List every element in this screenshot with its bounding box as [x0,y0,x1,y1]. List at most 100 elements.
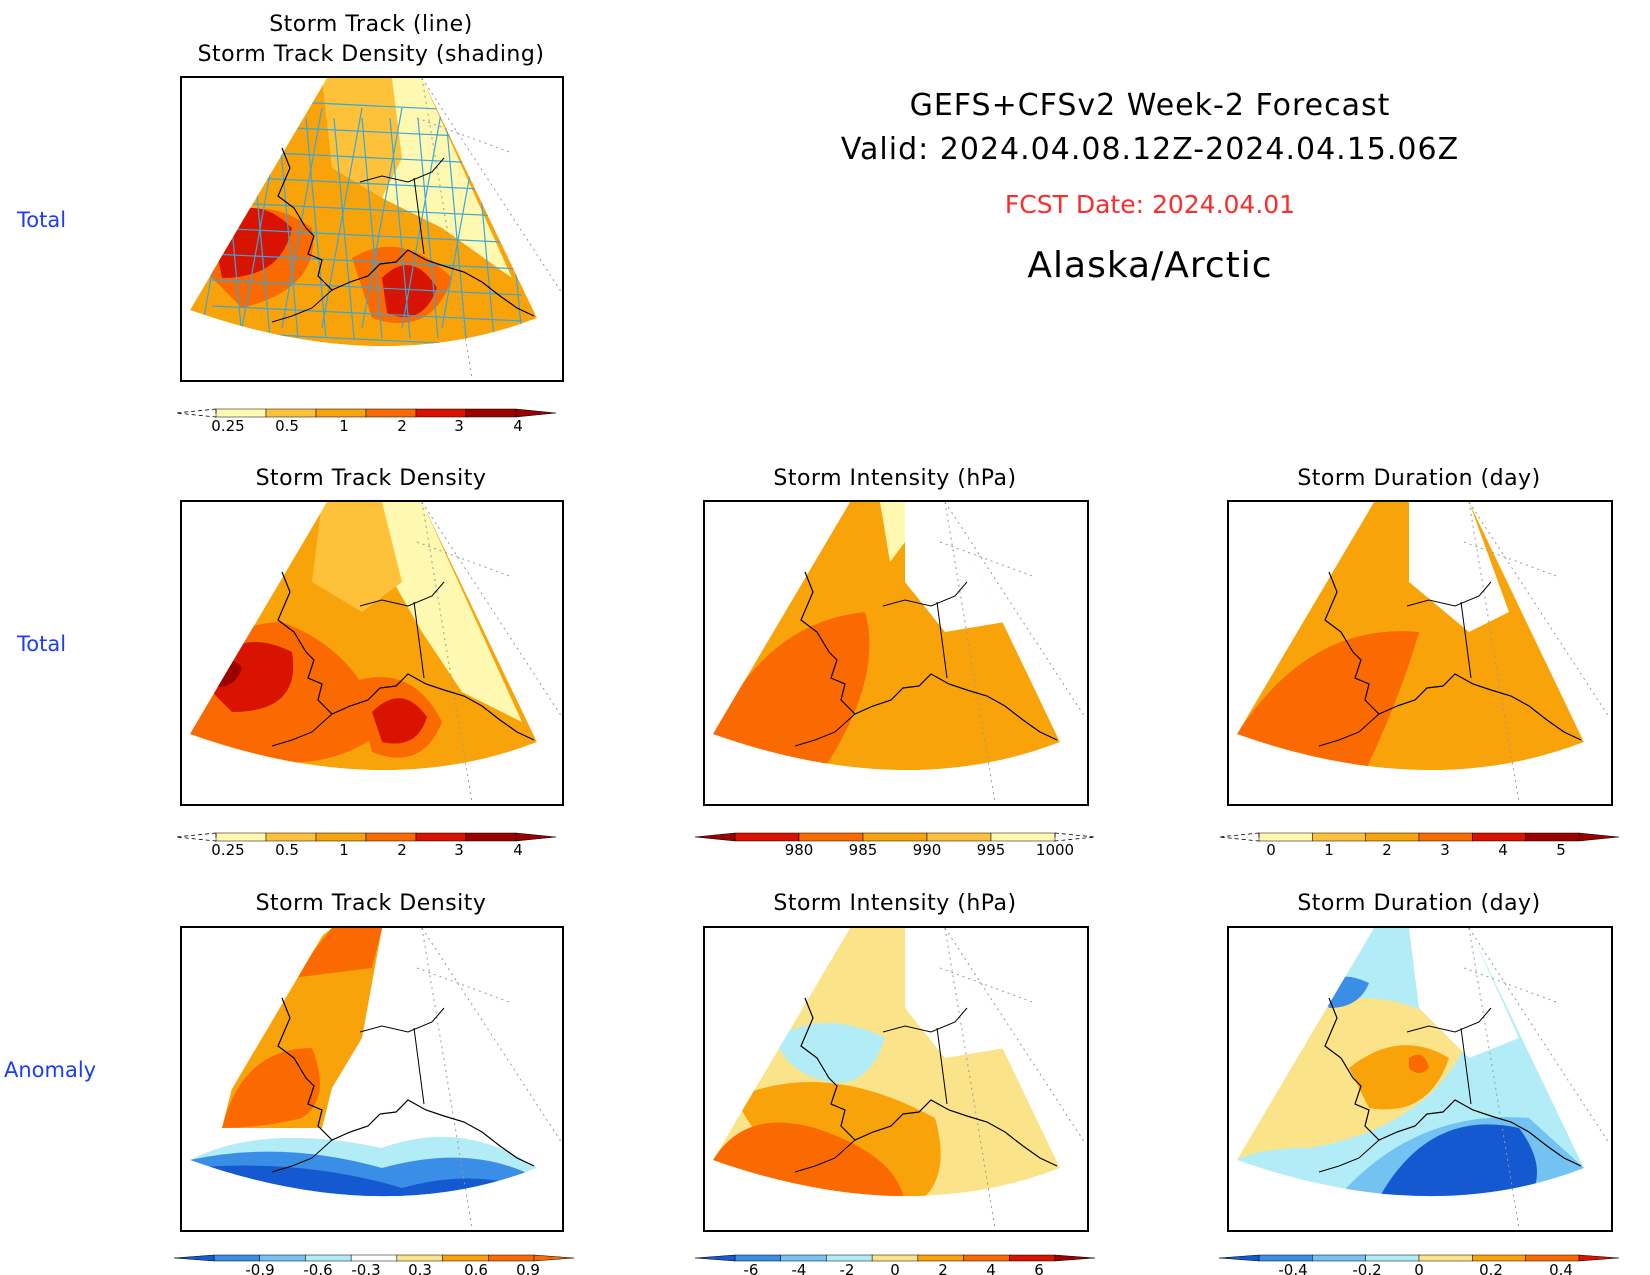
colorbar-swatch-2 [1365,832,1420,842]
shade-region-2 [322,78,402,198]
shade-region-3 [1409,1054,1429,1073]
meridian-1 [1468,928,1610,1144]
colorbar-duration-anom: -0.4 -0.2 0 0.2 0.4 [1219,1254,1620,1275]
colorbar-tick-label: -0.3 [351,1261,380,1275]
colorbar-tick-label: 0.2 [1479,1261,1503,1275]
border-line [413,601,425,679]
shade-region-6 [382,265,437,318]
north-coast [882,581,968,607]
coastline [277,997,535,1167]
border-line [1460,601,1472,679]
colorbar-swatch-0 [215,832,267,842]
shade-region-0 [190,928,537,1197]
colorbar-tick-label: 0.25 [211,841,244,859]
meridian-1 [421,928,562,1144]
map-duration-anom-svg [1237,928,1610,1229]
forecast-date: FCST Date: 2024.04.01 [1004,190,1296,219]
colorbar-swatch-4 [1472,832,1526,842]
colorbar-tick-label: 995 [977,841,1006,859]
colorbar-tick-label: -2 [840,1261,855,1275]
coastline [800,997,1058,1167]
colorbar-tick-label: 4 [1498,841,1508,859]
main-title: GEFS+CFSv2 Week-2 Forecast [909,88,1391,123]
north-coast [1406,1007,1492,1033]
colorbar-swatch-0 [1258,832,1313,842]
colorbar-swatch-5 [465,832,517,842]
colorbar-track: 0.25 0.5 1 2 3 4 [176,408,557,435]
coastline [277,571,535,741]
shade-region-1 [775,1023,885,1083]
shade-region-7 [1409,928,1519,1058]
region-label: Alaska/Arctic [1027,245,1273,286]
map-density-total-svg [190,502,562,803]
colorbar-swatch-3 [365,408,417,418]
colorbar-density-anom: -0.9 -0.6 -0.3 0.3 0.6 0.9 [173,1254,575,1275]
colorbar-tick-label: 4 [513,417,523,435]
colorbar-tick-label: -6 [744,1261,759,1275]
panel-title-density-anom: Storm Track Density [255,891,487,916]
colorbar-right-arrow [1578,832,1620,842]
colorbar-intensity-total: 980 985 990 995 1000 [695,832,1096,859]
map-panel-duration-total [1227,500,1613,806]
colorbar-tick-label: 0.4 [1549,1261,1573,1275]
parallel-1 [416,967,513,1004]
north-coast [359,581,445,607]
colorbar-tick-label: 2 [397,841,407,859]
meridian-1 [944,502,1086,718]
colorbar-swatch-4 [415,408,467,418]
colorbar-tick-label: 985 [849,841,878,859]
map-duration-total-svg [1237,502,1610,803]
colorbar-tick-label: 0.5 [275,841,299,859]
meridian-1 [1468,502,1610,718]
colorbar-tick-label: 3 [1440,841,1450,859]
aleutian-chain [1318,713,1380,747]
aleutian-chain [271,1139,333,1173]
colorbar-tick-label: 0 [1414,1261,1424,1275]
meridian-1 [421,78,562,294]
panel-title-intensity-total: Storm Intensity (hPa) [773,466,1017,491]
colorbar-left-arrow [695,1254,736,1262]
colorbar-tick-label: 0.3 [408,1261,432,1275]
colorbar-intensity-anom: -6 -4 -2 0 2 4 6 [695,1254,1096,1275]
parallel-1 [1463,541,1560,578]
panel-title-track-line1: Storm Track (line) [269,12,473,37]
meridian-2 [421,502,473,803]
colorbar-tick-label: 1 [1324,841,1334,859]
colorbar-left-arrow [695,832,736,842]
map-track-svg [190,78,562,379]
map-panel-intensity-total [703,500,1089,806]
colorbar-tick-label: -0.2 [1352,1261,1381,1275]
map-panel-density-anom [180,926,564,1232]
colorbar-tick-label: 0 [1266,841,1276,859]
colorbar-duration-total: 0 1 2 3 4 5 [1219,832,1620,859]
colorbar-swatch-4 [990,832,1056,842]
colorbar-swatch-0 [215,408,267,418]
colorbar-tick-label: 4 [986,1261,996,1275]
shade-region-1 [1237,631,1419,771]
map-panel-track [180,76,564,382]
shade-region-1 [372,502,522,722]
shade-region-2 [292,928,382,978]
row-label-total-1: Total [17,208,67,232]
north-coast [882,1007,968,1033]
meridian-2 [421,78,473,379]
shading-layer [1237,502,1584,771]
colorbar-swatch-1 [265,408,317,418]
aleutian-chain [1318,1139,1380,1173]
shade-region-7 [372,698,427,744]
aleutian-chain [794,713,856,747]
shade-region-1 [713,612,870,771]
colorbar-tick-label: 4 [513,841,523,859]
row-label-total-2: Total [17,632,67,656]
colorbar-tick-label: 3 [454,841,464,859]
meridian-2 [1468,502,1520,803]
shading-layer [190,928,537,1197]
meridian-2 [944,502,996,803]
colorbar-swatch-2 [315,408,367,418]
row-label-anomaly: Anomaly [4,1058,97,1082]
coastline [277,147,535,317]
panel-title-duration-total: Storm Duration (day) [1297,466,1541,491]
colorbar-swatch-5 [465,408,517,418]
colorbar-tick-label: 980 [785,841,814,859]
colorbar-swatch-3 [1418,832,1473,842]
